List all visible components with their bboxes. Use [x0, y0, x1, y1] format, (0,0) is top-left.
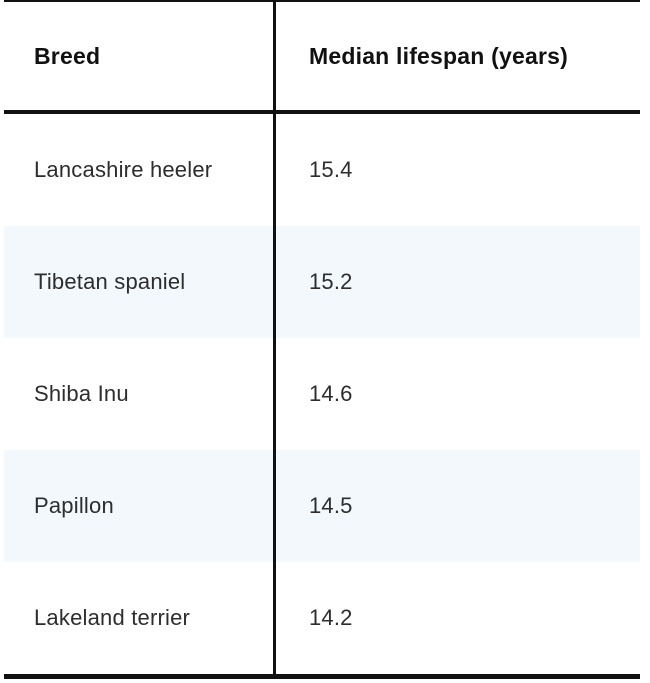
- table-header-row: Breed Median lifespan (years): [4, 2, 640, 114]
- lifespan-cell: 14.6: [309, 381, 353, 406]
- lifespan-cell: 14.2: [309, 605, 353, 630]
- table-row: Tibetan spaniel 15.2: [4, 226, 640, 338]
- breed-cell: Papillon: [4, 450, 276, 562]
- breed-cell: Shiba Inu: [4, 338, 276, 450]
- table-row: Lancashire heeler 15.4: [4, 114, 640, 226]
- lifespan-cell: 14.5: [309, 493, 353, 518]
- table-row: Shiba Inu 14.6: [4, 338, 640, 450]
- lifespan-cell: 15.4: [309, 157, 353, 182]
- lifespan-table: Breed Median lifespan (years) Lancashire…: [4, 0, 640, 679]
- breed-cell: Lakeland terrier: [4, 562, 276, 674]
- table-row: Lakeland terrier 14.2: [4, 562, 640, 674]
- header-cell-median-lifespan: Median lifespan (years): [309, 42, 568, 69]
- breed-cell: Tibetan spaniel: [4, 226, 276, 338]
- breed-cell: Lancashire heeler: [4, 114, 276, 226]
- header-cell-breed: Breed: [4, 2, 276, 110]
- table-row: Papillon 14.5: [4, 450, 640, 562]
- lifespan-cell: 15.2: [309, 269, 353, 294]
